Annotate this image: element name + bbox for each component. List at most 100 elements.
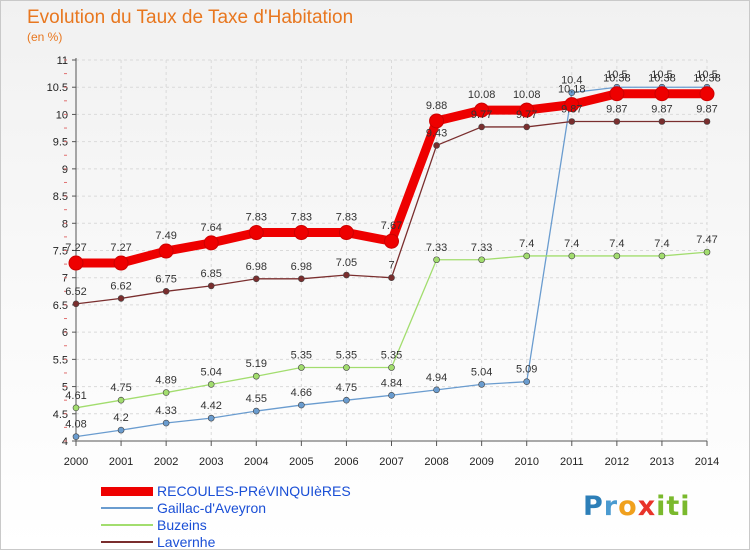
data-point	[613, 252, 621, 260]
data-label: 9.87	[561, 104, 582, 116]
data-label: 4.89	[155, 375, 176, 387]
data-label: 4.61	[65, 390, 86, 402]
x-tick-label: 2012	[605, 456, 629, 468]
data-label: 7.4	[519, 238, 534, 250]
data-label: 7.4	[609, 238, 624, 250]
data-label: 4.42	[201, 400, 222, 412]
data-point	[117, 396, 125, 404]
data-label: 4.66	[291, 387, 312, 399]
data-label: 9.88	[426, 100, 447, 112]
data-label: 6.75	[155, 273, 176, 285]
legend-label: RECOULES-PRéVINQUIèRES	[157, 483, 351, 499]
data-label: 4.08	[65, 419, 86, 431]
data-label: 5.35	[291, 350, 312, 362]
data-point	[703, 118, 711, 125]
data-label: 10.08	[513, 89, 541, 101]
x-tick-label: 2013	[650, 456, 674, 468]
legend-swatch	[101, 486, 153, 496]
data-point	[658, 252, 666, 260]
data-point	[519, 102, 535, 118]
legend-label: Gaillac-d'Aveyron	[157, 500, 267, 516]
data-point	[293, 225, 309, 241]
legend-swatch	[101, 524, 153, 526]
data-label: 4.75	[110, 382, 131, 394]
data-label: 9.43	[426, 127, 447, 139]
data-label: 9.87	[696, 104, 717, 116]
data-label: 5.04	[471, 366, 492, 378]
y-tick-label: 5	[62, 382, 68, 394]
data-label: 7.83	[291, 212, 312, 224]
data-label: 7.49	[155, 230, 176, 242]
data-label: 10.38	[648, 73, 676, 85]
data-point	[478, 123, 485, 131]
data-label: 4.2	[113, 412, 128, 424]
x-tick-label: 2002	[154, 456, 178, 468]
data-point	[568, 252, 576, 260]
data-label: 7.27	[65, 242, 86, 254]
x-tick-label: 2003	[199, 456, 223, 468]
data-point	[433, 142, 440, 149]
x-tick-label: 2006	[334, 456, 358, 468]
data-point	[474, 102, 490, 118]
data-point	[523, 378, 531, 385]
data-label: 6.52	[65, 286, 86, 298]
data-point	[298, 401, 305, 409]
data-point	[658, 118, 666, 125]
data-label: 9.87	[606, 104, 627, 116]
data-label: 5.35	[336, 350, 357, 362]
data-label: 10.5	[696, 69, 717, 81]
data-label: 4.94	[426, 372, 447, 384]
data-point	[568, 89, 576, 96]
data-point	[609, 86, 625, 102]
data-point	[388, 364, 395, 371]
data-label: 7.4	[654, 238, 669, 250]
data-label: 4.33	[155, 405, 176, 417]
data-label: 10.4	[561, 75, 582, 87]
data-point	[162, 389, 170, 396]
data-point	[72, 300, 80, 308]
series	[68, 83, 715, 440]
data-label: 9.87	[651, 104, 672, 116]
data-label: 10.38	[693, 73, 721, 85]
x-tick-label: 2007	[379, 456, 403, 468]
y-tick-label: 8	[62, 218, 68, 230]
data-label: 10.38	[603, 73, 631, 85]
y-tick-label: 5.5	[53, 354, 68, 366]
y-tick-label: 7	[62, 273, 68, 285]
data-point	[207, 414, 215, 422]
data-point	[298, 275, 305, 283]
data-point	[72, 404, 80, 412]
x-tick-label: 2008	[424, 456, 448, 468]
data-label: 6.62	[110, 280, 131, 292]
data-point	[384, 233, 399, 249]
data-label: 7.33	[426, 242, 447, 254]
data-label: 9.77	[471, 109, 492, 121]
data-label: 7.67	[381, 220, 402, 232]
x-tick-label: 2005	[289, 456, 313, 468]
data-point	[113, 255, 129, 271]
data-point	[523, 123, 531, 131]
data-point	[433, 256, 440, 264]
data-point	[248, 225, 264, 241]
data-label: 7.83	[336, 212, 357, 224]
data-label: 7.83	[246, 212, 267, 224]
y-tick-label: 4	[62, 436, 68, 448]
data-label: 7.4	[564, 238, 579, 250]
data-point	[568, 118, 576, 125]
data-point	[162, 419, 170, 427]
data-point	[252, 372, 260, 380]
data-point	[252, 275, 260, 283]
data-point	[343, 364, 350, 371]
legend-swatch	[101, 507, 153, 509]
y-tick-label: 9	[62, 164, 68, 176]
data-point	[343, 271, 350, 279]
data-point	[343, 396, 350, 404]
data-label: 10.08	[468, 89, 496, 101]
data-point	[338, 225, 354, 241]
data-point	[203, 235, 219, 251]
data-label: 6.98	[246, 261, 267, 273]
data-label: 7	[388, 260, 394, 272]
data-label: 7.64	[201, 222, 222, 234]
data-label: 7.47	[696, 234, 717, 246]
